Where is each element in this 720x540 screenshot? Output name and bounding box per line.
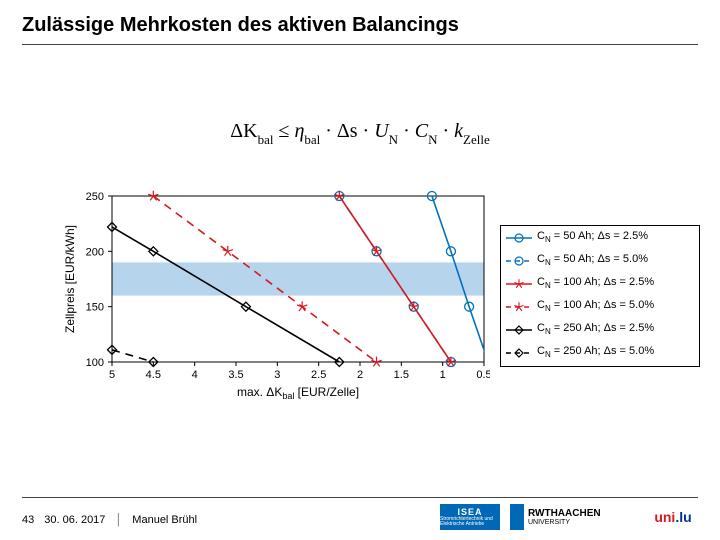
formula-t1: η	[294, 120, 304, 142]
svg-text:100: 100	[86, 357, 104, 369]
logo-uni: uni.lu	[648, 504, 698, 530]
formula-dot1: · Δs ·	[320, 120, 374, 142]
page-number: 43	[22, 514, 34, 526]
legend-swatch	[505, 323, 533, 337]
chart-container: 5 4.5 4 3.5 3 2.5 2 1.5 1 0.5 100 150 200 250 max. ΔKb…	[60, 190, 490, 400]
formula: ΔKbal ≤ ηbal · Δs · UN · CN · kZelle	[0, 120, 720, 146]
formula-t1-sub: bal	[304, 132, 320, 147]
legend-label: CN = 250 Ah; Δs = 5.0%	[537, 345, 654, 359]
svg-text:Zellpreis [EUR/kWh]: Zellpreis [EUR/kWh]	[63, 225, 77, 333]
svg-text:2: 2	[357, 369, 363, 381]
svg-text:5: 5	[109, 369, 115, 381]
formula-t3: C	[415, 120, 428, 142]
legend-item: CN = 100 Ah; Δs = 5.0%	[501, 295, 699, 318]
title-divider	[22, 44, 698, 45]
svg-text:3.5: 3.5	[228, 369, 243, 381]
logo-rwth: RWTHAACHEN UNIVERSITY	[510, 504, 638, 530]
chart-svg: 5 4.5 4 3.5 3 2.5 2 1.5 1 0.5 100 150 200 250 max. ΔKb…	[60, 190, 490, 400]
logo-isea: ISEA Stromrichtertechnik und Elektrische…	[440, 504, 500, 530]
legend-item: CN = 250 Ah; Δs = 5.0%	[501, 341, 699, 364]
page-title: Zulässige Mehrkosten des aktiven Balanci…	[22, 14, 459, 37]
legend-label: CN = 250 Ah; Δs = 2.5%	[537, 322, 654, 336]
formula-lhs-sub: bal	[258, 132, 274, 147]
legend-swatch	[505, 254, 533, 268]
svg-text:0.5: 0.5	[476, 369, 490, 381]
chart-legend: CN = 50 Ah; Δs = 2.5% CN = 50 Ah; Δs = 5.…	[500, 225, 700, 367]
footer-date: 30. 06. 2017	[44, 514, 105, 526]
logo-rwth-sub: UNIVERSITY	[528, 519, 570, 526]
legend-swatch	[505, 300, 533, 314]
svg-text:4.5: 4.5	[146, 369, 161, 381]
formula-t3-sub: N	[428, 132, 437, 147]
svg-text:200: 200	[86, 246, 104, 258]
svg-text:150: 150	[86, 302, 104, 314]
slide-root: Zulässige Mehrkosten des aktiven Balanci…	[0, 0, 720, 540]
svg-text:250: 250	[86, 191, 104, 203]
legend-item: CN = 50 Ah; Δs = 2.5%	[501, 226, 699, 249]
legend-label: CN = 100 Ah; Δs = 5.0%	[537, 299, 654, 313]
footer: 43 30. 06. 2017 │ Manuel Brühl	[22, 514, 197, 526]
formula-dot3: ·	[437, 120, 454, 142]
footer-sep: │	[115, 514, 122, 526]
svg-text:4: 4	[192, 369, 198, 381]
legend-swatch	[505, 231, 533, 245]
svg-text:1: 1	[440, 369, 446, 381]
legend-item: CN = 100 Ah; Δs = 2.5%	[501, 272, 699, 295]
svg-text:1.5: 1.5	[394, 369, 409, 381]
footer-author: Manuel Brühl	[132, 514, 197, 526]
legend-item: CN = 250 Ah; Δs = 2.5%	[501, 318, 699, 341]
legend-swatch	[505, 346, 533, 360]
svg-text:max. ΔKbal [EUR/Zelle]: max. ΔKbal [EUR/Zelle]	[237, 385, 359, 400]
svg-text:3: 3	[274, 369, 280, 381]
logo-strip: ISEA Stromrichtertechnik und Elektrische…	[440, 504, 698, 530]
footer-divider	[22, 497, 698, 498]
formula-op: ≤	[273, 120, 294, 142]
formula-t2: U	[374, 120, 388, 142]
formula-lhs: ΔK	[230, 120, 257, 142]
legend-label: CN = 50 Ah; Δs = 5.0%	[537, 253, 648, 267]
svg-text:2.5: 2.5	[311, 369, 326, 381]
logo-isea-sub: Stromrichtertechnik und Elektrische Antr…	[440, 517, 500, 527]
legend-label: CN = 100 Ah; Δs = 2.5%	[537, 276, 654, 290]
legend-label: CN = 50 Ah; Δs = 2.5%	[537, 230, 648, 244]
formula-t4-sub: Zelle	[463, 132, 490, 147]
legend-swatch	[505, 277, 533, 291]
logo-uni-red: uni	[654, 509, 675, 525]
logo-uni-blue: .lu	[675, 509, 691, 525]
formula-t2-sub: N	[389, 132, 398, 147]
formula-t4: k	[454, 120, 463, 142]
legend-item: CN = 50 Ah; Δs = 5.0%	[501, 249, 699, 272]
logo-rwth-text: RWTHAACHEN	[528, 509, 601, 519]
formula-dot2: ·	[398, 120, 415, 142]
